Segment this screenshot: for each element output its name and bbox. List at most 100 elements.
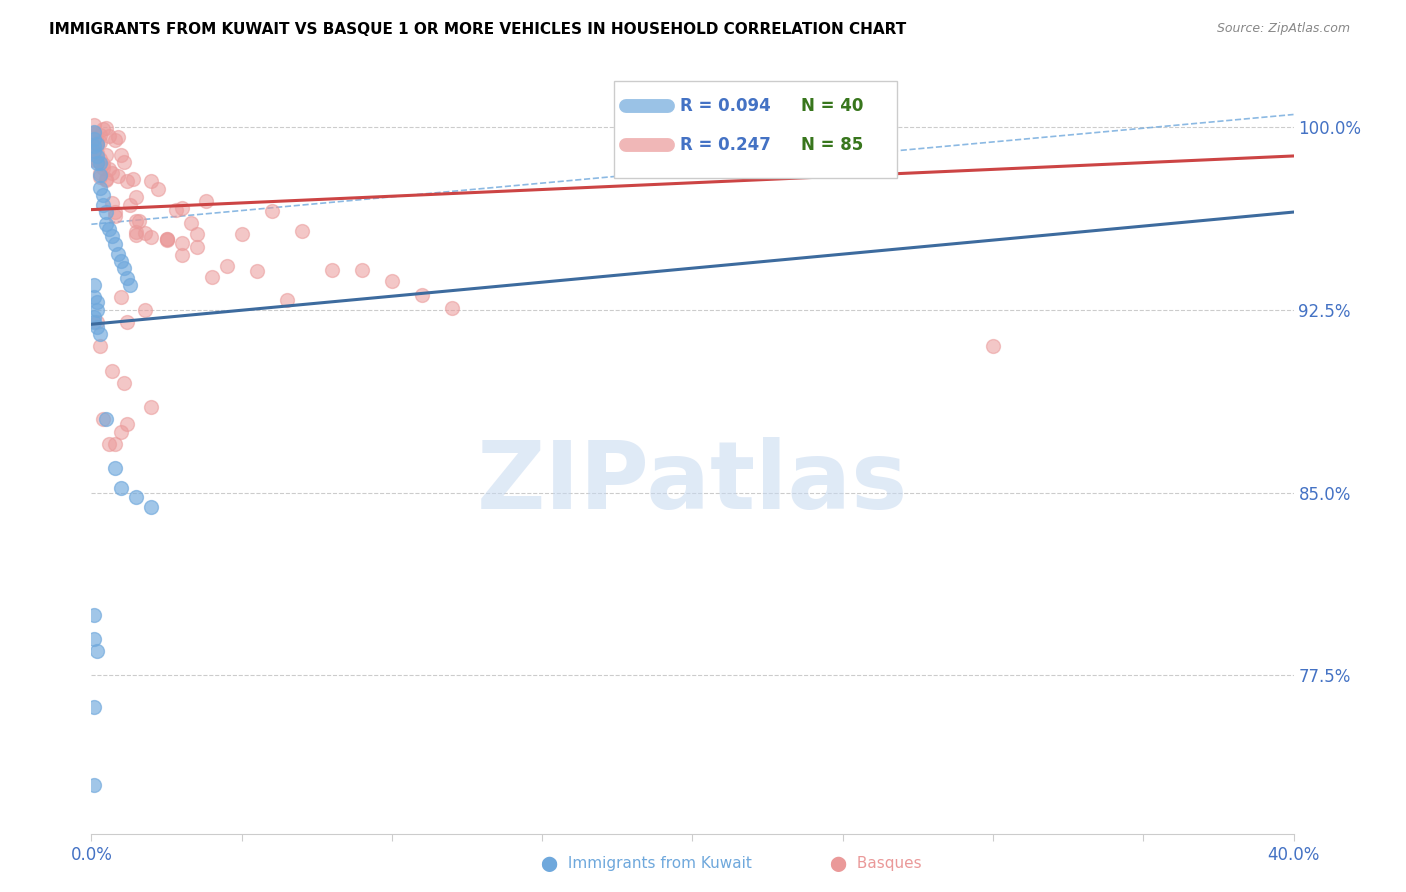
Point xyxy=(89,135,111,149)
Point xyxy=(89,156,111,170)
Point xyxy=(86,302,108,317)
Point xyxy=(86,315,108,329)
Text: ⬤  Basques: ⬤ Basques xyxy=(830,856,921,872)
Point xyxy=(83,778,105,792)
Point xyxy=(83,139,105,153)
Point xyxy=(110,290,132,304)
Point xyxy=(86,136,108,151)
Point xyxy=(101,195,124,210)
Point xyxy=(86,153,108,168)
Point xyxy=(155,231,177,245)
Point xyxy=(96,412,118,426)
Point xyxy=(117,271,139,285)
Point xyxy=(107,246,129,260)
Point xyxy=(125,228,148,243)
Point xyxy=(117,417,139,432)
Point xyxy=(86,156,108,170)
Point xyxy=(231,227,253,241)
Point xyxy=(86,136,108,151)
Point xyxy=(86,136,108,151)
Point xyxy=(93,188,115,202)
Point xyxy=(83,632,105,646)
Point xyxy=(117,174,139,188)
Point xyxy=(89,339,111,353)
Point xyxy=(83,125,105,139)
Point xyxy=(215,259,238,273)
Point xyxy=(107,169,129,183)
Text: ZIPatlas: ZIPatlas xyxy=(477,437,908,529)
Point xyxy=(201,269,224,284)
Point xyxy=(291,224,314,238)
Text: ⬤  Immigrants from Kuwait: ⬤ Immigrants from Kuwait xyxy=(541,856,752,872)
Point xyxy=(170,248,193,262)
Point xyxy=(98,161,121,176)
Point xyxy=(83,278,105,293)
Point xyxy=(170,201,193,215)
Point xyxy=(89,152,111,166)
Point xyxy=(83,153,105,168)
Point xyxy=(125,214,148,228)
Text: N = 40: N = 40 xyxy=(800,97,863,115)
Point xyxy=(96,172,118,186)
Text: IMMIGRANTS FROM KUWAIT VS BASQUE 1 OR MORE VEHICLES IN HOUSEHOLD CORRELATION CHA: IMMIGRANTS FROM KUWAIT VS BASQUE 1 OR MO… xyxy=(49,22,907,37)
Point xyxy=(440,301,463,315)
Point xyxy=(120,278,142,293)
Point xyxy=(104,461,127,475)
Point xyxy=(122,171,145,186)
Point xyxy=(104,236,127,251)
Point xyxy=(98,222,121,236)
Point xyxy=(83,315,105,329)
Point xyxy=(93,198,115,212)
Point xyxy=(86,149,108,163)
Point xyxy=(89,169,111,184)
Point xyxy=(180,216,202,230)
Point xyxy=(86,644,108,658)
Point xyxy=(155,232,177,246)
Point xyxy=(96,205,118,219)
Point xyxy=(83,128,105,142)
Point xyxy=(128,213,150,227)
Point xyxy=(89,169,111,183)
Point xyxy=(141,400,163,414)
Point xyxy=(146,182,169,196)
Point xyxy=(104,209,127,223)
FancyBboxPatch shape xyxy=(614,81,897,178)
Point xyxy=(101,229,124,244)
Point xyxy=(86,135,108,149)
Text: R = 0.094: R = 0.094 xyxy=(681,97,770,115)
Point xyxy=(96,217,118,231)
Point xyxy=(104,133,127,147)
Point xyxy=(125,225,148,239)
Point xyxy=(117,315,139,329)
Point xyxy=(86,295,108,310)
Point xyxy=(134,226,156,240)
Text: Source: ZipAtlas.com: Source: ZipAtlas.com xyxy=(1216,22,1350,36)
Point xyxy=(141,174,163,188)
Point xyxy=(125,491,148,505)
Point xyxy=(93,122,115,136)
Point xyxy=(93,157,115,171)
Point xyxy=(89,326,111,341)
Point xyxy=(194,194,217,208)
Point xyxy=(83,132,105,146)
Point xyxy=(107,129,129,144)
Point xyxy=(321,263,343,277)
Point xyxy=(110,425,132,439)
Point xyxy=(83,139,105,153)
Point xyxy=(96,121,118,136)
Point xyxy=(170,235,193,250)
Point xyxy=(134,302,156,317)
Point xyxy=(96,173,118,187)
Point xyxy=(93,161,115,176)
Point xyxy=(981,339,1004,353)
Point xyxy=(110,481,132,495)
Point xyxy=(98,129,121,144)
Point xyxy=(114,155,136,169)
Point xyxy=(125,189,148,203)
Point xyxy=(104,205,127,219)
Point xyxy=(141,230,163,244)
Point xyxy=(110,147,132,161)
Point xyxy=(83,607,105,622)
Point xyxy=(141,500,163,515)
Point xyxy=(101,363,124,377)
